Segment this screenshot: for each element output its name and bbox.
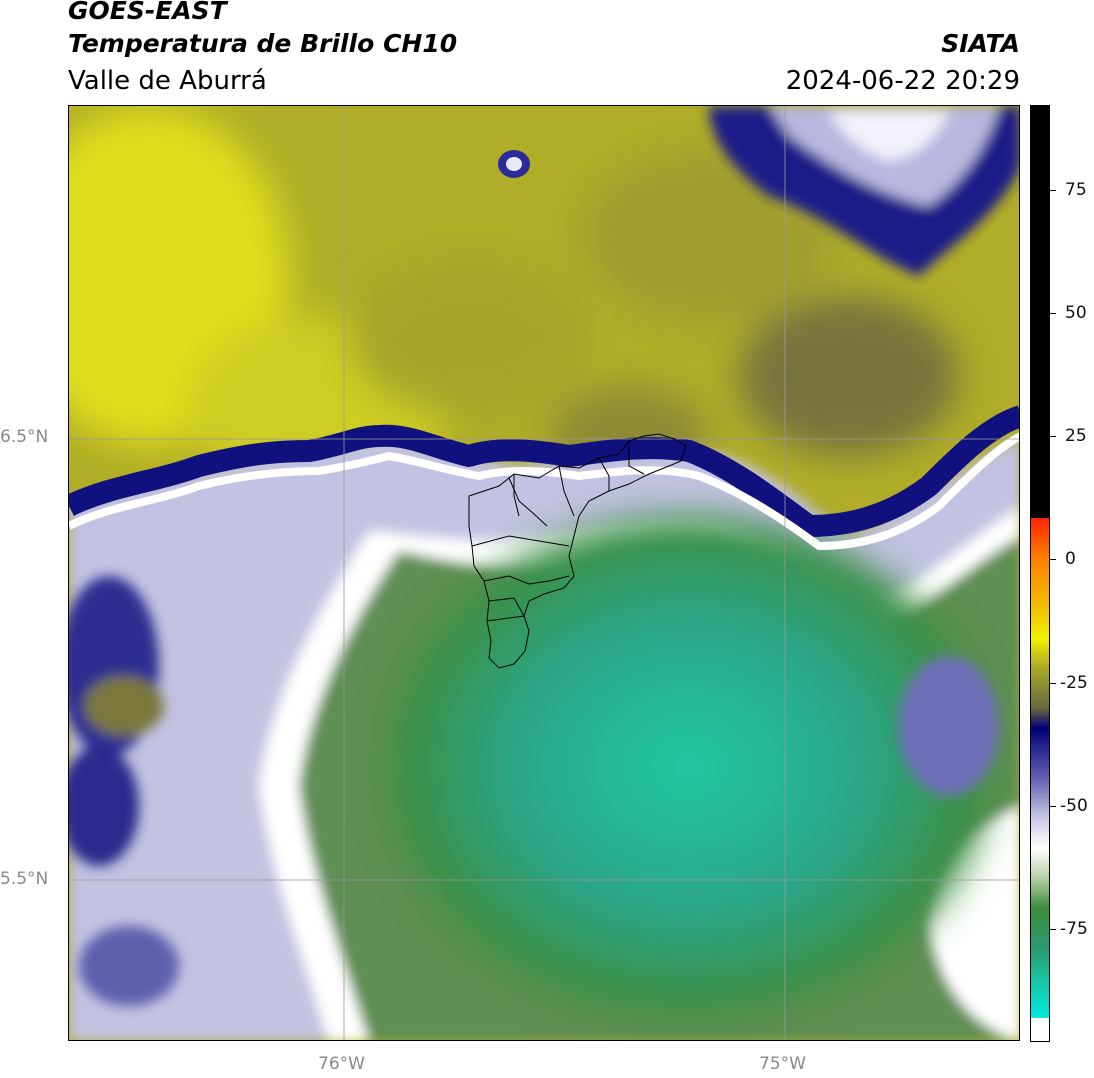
lon-label-75W: 75°W [759, 1054, 806, 1074]
cbar-tick-mark [1050, 559, 1056, 560]
title-satellite: GOES-EAST [68, 0, 227, 25]
cbar-tick-mark [1050, 929, 1056, 930]
subtitle-region: Valle de Aburrá [68, 66, 267, 96]
cbar-tick-75: 75 [1065, 180, 1087, 200]
cbar-tick-mark [1050, 683, 1056, 684]
cbar-tick-mark [1050, 806, 1056, 807]
graticule [69, 106, 1019, 1040]
cbar-tick-0: 0 [1065, 549, 1076, 569]
lat-label-6-5N: 6.5°N [0, 427, 49, 447]
source-label: SIATA [941, 29, 1020, 58]
cbar-tick-minus-75: -75 [1060, 919, 1088, 939]
cbar-tick-mark [1050, 436, 1056, 437]
datetime-label: 2024-06-22 20:29 [785, 66, 1020, 96]
map-svg [69, 106, 1019, 1040]
colorbar [1030, 105, 1050, 1042]
brightness-temperature-map [68, 105, 1020, 1041]
cbar-tick-mark [1050, 313, 1056, 314]
cbar-tick-25: 25 [1065, 426, 1087, 446]
cbar-tick-mark [1050, 190, 1056, 191]
title-product: Temperatura de Brillo CH10 [68, 29, 458, 58]
cbar-tick-minus-25: -25 [1060, 673, 1088, 693]
municipality-boundaries [468, 433, 687, 669]
cbar-tick-50: 50 [1065, 303, 1087, 323]
lat-label-5-5N: 5.5°N [0, 869, 49, 889]
cbar-tick-minus-50: -50 [1060, 796, 1088, 816]
colorbar-svg [1031, 106, 1049, 1041]
lon-label-76W: 76°W [318, 1054, 365, 1074]
